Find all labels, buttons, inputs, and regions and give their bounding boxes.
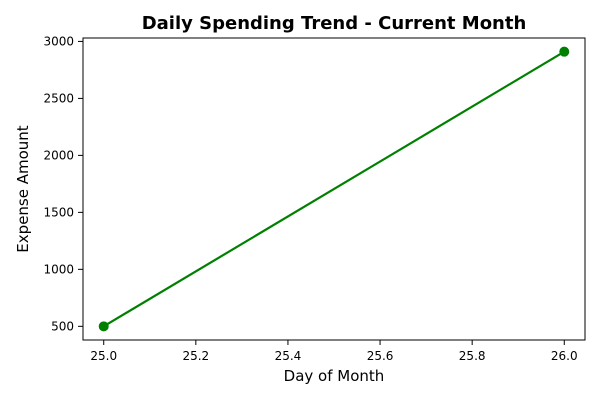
y-axis-label: Expense Amount [14, 125, 32, 252]
x-tick-label: 25.6 [367, 349, 394, 363]
plot-area [82, 37, 586, 341]
y-tick-label: 2000 [43, 148, 74, 162]
y-tick-label: 2500 [43, 91, 74, 105]
series-line [102, 50, 566, 328]
chart-title: Daily Spending Trend - Current Month [142, 13, 527, 34]
data-point [98, 321, 109, 332]
y-axis-ticks: 500 1000 1500 2000 2500 3000 [43, 34, 83, 333]
x-tick-label: 25.2 [182, 349, 209, 363]
data-point [559, 46, 570, 57]
y-tick-label: 1500 [43, 205, 74, 219]
y-tick-label: 1000 [43, 262, 74, 276]
x-axis-ticks: 25.0 25.2 25.4 25.6 25.8 26.0 [90, 340, 578, 363]
series-layer [98, 46, 570, 332]
x-tick-label: 26.0 [551, 349, 578, 363]
y-tick-label: 500 [51, 319, 74, 333]
x-tick-label: 25.8 [459, 349, 486, 363]
x-tick-label: 25.0 [90, 349, 117, 363]
y-tick-label: 3000 [43, 34, 74, 48]
x-axis-label: Day of Month [284, 367, 385, 385]
x-tick-label: 25.4 [275, 349, 302, 363]
